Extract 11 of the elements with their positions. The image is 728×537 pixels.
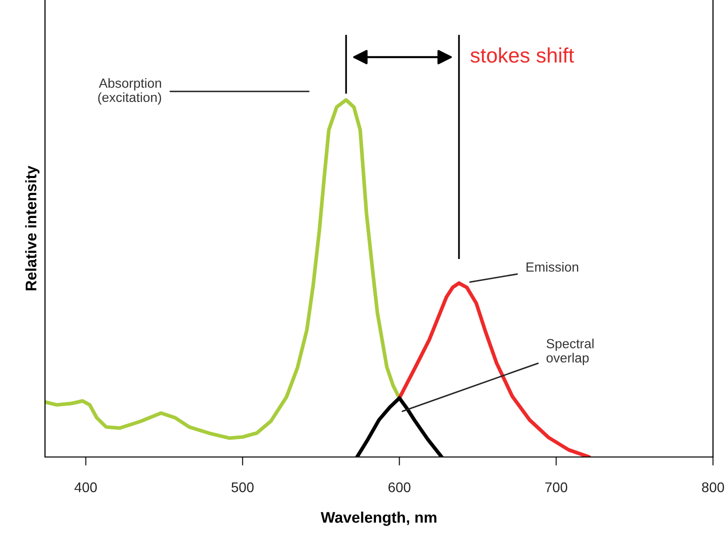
x-tick-label: 400 — [74, 482, 97, 492]
x-axis-title: Wavelength, nm — [320, 512, 436, 526]
x-tick-label: 700 — [545, 482, 568, 492]
x-tick-label: 500 — [232, 482, 254, 492]
annotation: Emission — [526, 262, 578, 272]
annotation: Spectral overlap — [546, 338, 594, 366]
y-axis-title: Relative intensity — [25, 166, 40, 290]
text: stokes shift — [470, 47, 574, 63]
x-tick-label: 600 — [388, 482, 410, 492]
annotation: Absorption (excitation) — [98, 78, 162, 105]
x-tick-label: 800 — [702, 482, 724, 492]
